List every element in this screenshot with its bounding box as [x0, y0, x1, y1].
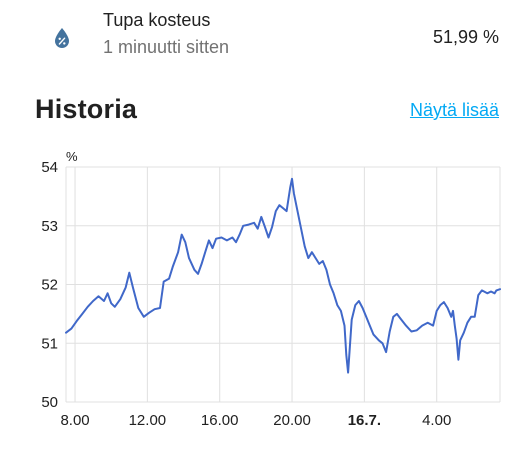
y-tick-label: 54	[41, 159, 58, 176]
x-tick-label: 4.00	[422, 412, 451, 429]
y-axis-ticks: 54 53 52 51 50	[41, 159, 58, 411]
x-tick-label: 20.00	[273, 412, 311, 429]
percent-dot-top	[58, 37, 61, 40]
entity-name: Tupa kosteus	[103, 10, 211, 30]
history-title: Historia	[35, 94, 138, 124]
percent-dot-bottom	[63, 42, 66, 45]
water-drop-shape	[55, 28, 69, 48]
chart-grid	[65, 166, 501, 403]
water-percent-icon	[55, 28, 69, 48]
x-tick-label: 16.00	[201, 412, 239, 429]
entity-last-changed: 1 minuutti sitten	[103, 37, 230, 57]
percent-slash	[58, 37, 66, 45]
chart-series	[65, 177, 501, 374]
y-tick-label: 53	[41, 218, 58, 235]
x-axis-ticks: 8.00 12.00 16.00 20.00 16.7. 4.00	[60, 412, 451, 429]
entity-state: 51,99 %	[432, 27, 499, 47]
x-tick-label: 8.00	[60, 412, 89, 429]
y-tick-label: 50	[41, 394, 58, 411]
x-tick-label: 12.00	[129, 412, 167, 429]
show-more-link[interactable]: Näytä lisää	[409, 100, 499, 120]
y-tick-label: 52	[41, 277, 58, 294]
entity-row[interactable]: Tupa kosteus 1 minuutti sitten 51,99 %	[0, 0, 532, 70]
humidity-series-line[interactable]	[65, 177, 501, 374]
x-tick-label: 16.7.	[348, 412, 381, 429]
y-tick-label: 51	[41, 335, 58, 352]
y-axis-unit: %	[66, 149, 78, 164]
